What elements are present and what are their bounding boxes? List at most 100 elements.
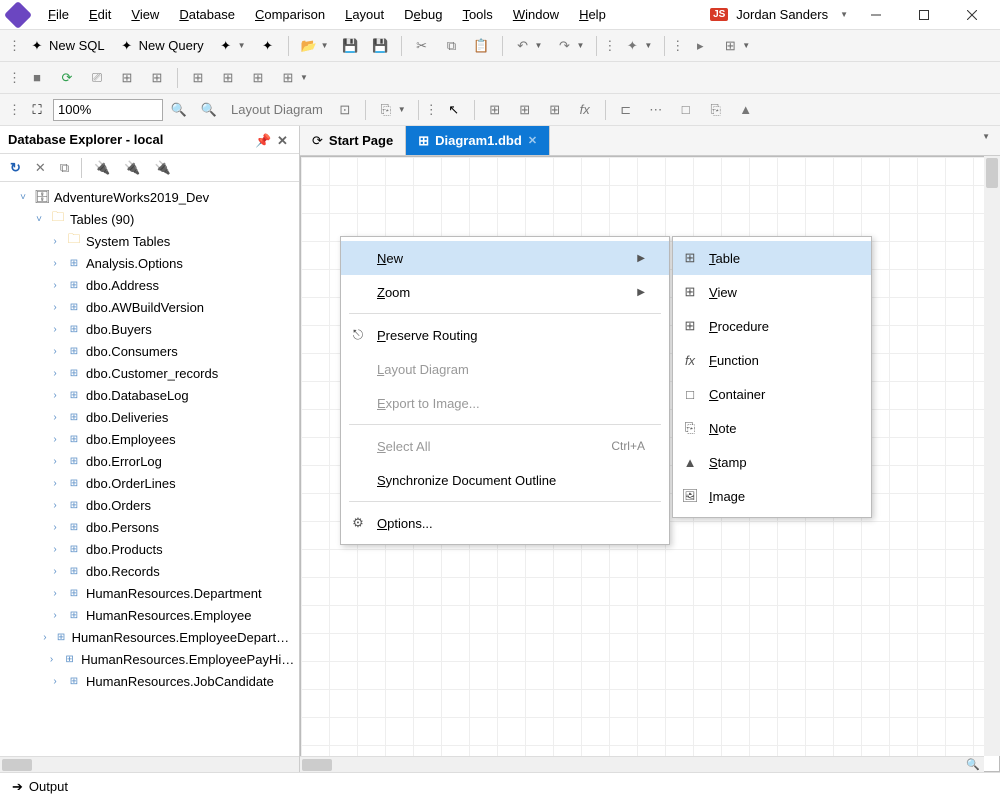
tree-node-14[interactable]: ›⊞dbo.Products bbox=[0, 538, 299, 560]
expand-icon[interactable]: › bbox=[48, 478, 62, 489]
conn-remove-button[interactable]: 🔌 bbox=[148, 156, 176, 180]
tb-tool-c-button[interactable]: ⊞▼ bbox=[716, 34, 756, 58]
tree-node-1[interactable]: ›⊞Analysis.Options bbox=[0, 252, 299, 274]
ctx-new-image[interactable]: 🖼Image bbox=[673, 479, 871, 513]
menu-comparison[interactable]: Comparison bbox=[247, 3, 333, 26]
new-view-button[interactable]: ⊞ bbox=[511, 98, 539, 122]
zoom-in-button[interactable]: 🔍 bbox=[165, 98, 193, 122]
pin-icon[interactable]: 📌 bbox=[255, 133, 269, 147]
layout-diagram-button[interactable]: Layout Diagram bbox=[225, 98, 329, 121]
tb-copy-button[interactable]: ⧉ bbox=[438, 34, 466, 58]
expand-icon[interactable]: › bbox=[48, 412, 62, 423]
expand-icon[interactable]: › bbox=[48, 500, 62, 511]
ctx-new-procedure[interactable]: ⊞Procedure bbox=[673, 309, 871, 343]
ctx-new-stamp[interactable]: ▲Stamp bbox=[673, 445, 871, 479]
tb2-btn7[interactable]: ⊞▼ bbox=[274, 66, 314, 90]
close-button[interactable] bbox=[952, 1, 992, 29]
tb2-stop-button[interactable]: ■ bbox=[23, 66, 51, 90]
tree-node-0[interactable]: ›🗀System Tables bbox=[0, 230, 299, 252]
tree-node-13[interactable]: ›⊞dbo.Persons bbox=[0, 516, 299, 538]
close-panel-icon[interactable]: ✕ bbox=[277, 133, 291, 147]
expand-icon[interactable]: › bbox=[48, 456, 62, 467]
tree-node-5[interactable]: ›⊞dbo.Consumers bbox=[0, 340, 299, 362]
expand-icon[interactable]: › bbox=[48, 544, 62, 555]
tb3-btn3[interactable]: ⊏ bbox=[612, 98, 640, 122]
ctx-synchronize-document-outline[interactable]: Synchronize Document Outline bbox=[341, 463, 669, 497]
panel-hscroll[interactable] bbox=[0, 756, 299, 772]
menu-edit[interactable]: Edit bbox=[81, 3, 119, 26]
tree-database[interactable]: ˅🗄AdventureWorks2019_Dev bbox=[0, 186, 299, 208]
tb2-btn5[interactable]: ⊞ bbox=[214, 66, 242, 90]
expand-icon[interactable]: › bbox=[48, 676, 62, 687]
expand-icon[interactable]: ˅ bbox=[32, 214, 46, 225]
tb-undo-button[interactable]: ↶▼ bbox=[509, 34, 549, 58]
container-button[interactable]: □ bbox=[672, 98, 700, 122]
zoom-out-button[interactable]: 🔍 bbox=[195, 98, 223, 122]
expand-icon[interactable]: ˅ bbox=[16, 192, 30, 203]
tree-node-7[interactable]: ›⊞dbo.DatabaseLog bbox=[0, 384, 299, 406]
tree-node-17[interactable]: ›⊞HumanResources.Employee bbox=[0, 604, 299, 626]
tb2-btn4[interactable]: ⊞ bbox=[184, 66, 212, 90]
zoom-input[interactable] bbox=[53, 99, 163, 121]
ctx-zoom[interactable]: Zoom▶ bbox=[341, 275, 669, 309]
tree-node-2[interactable]: ›⊞dbo.Address bbox=[0, 274, 299, 296]
menu-view[interactable]: View bbox=[123, 3, 167, 26]
expand-icon[interactable]: › bbox=[48, 588, 62, 599]
tree-node-18[interactable]: ›⊞HumanResources.EmployeeDepartmentHisto… bbox=[0, 626, 299, 648]
tree-node-11[interactable]: ›⊞dbo.OrderLines bbox=[0, 472, 299, 494]
tb2-btn3[interactable]: ⊞ bbox=[143, 66, 171, 90]
menu-database[interactable]: Database bbox=[171, 3, 243, 26]
collapse-button[interactable]: ⧉ bbox=[54, 156, 75, 180]
new-proc-button[interactable]: ⊞ bbox=[541, 98, 569, 122]
user-dropdown-icon[interactable]: ▼ bbox=[840, 10, 848, 19]
tree-node-19[interactable]: ›⊞HumanResources.EmployeePayHistory bbox=[0, 648, 299, 670]
new-conn-button[interactable]: 🔌 bbox=[88, 156, 116, 180]
tb-save-button[interactable]: 💾 bbox=[337, 34, 365, 58]
menu-help[interactable]: Help bbox=[571, 3, 614, 26]
tree-node-6[interactable]: ›⊞dbo.Customer_records bbox=[0, 362, 299, 384]
expand-icon[interactable]: › bbox=[48, 236, 62, 247]
tb2-snap2-button[interactable]: ⊞ bbox=[113, 66, 141, 90]
tb3-btn2[interactable]: ⎘▼ bbox=[372, 98, 412, 122]
tree-tables-folder[interactable]: ˅🗀Tables (90) bbox=[0, 208, 299, 230]
menu-debug[interactable]: Debug bbox=[396, 3, 450, 26]
expand-icon[interactable]: › bbox=[48, 346, 62, 357]
fit-button[interactable]: ⛶ bbox=[23, 98, 51, 122]
tb2-btn6[interactable]: ⊞ bbox=[244, 66, 272, 90]
tab-start-page[interactable]: ⟳ Start Page bbox=[300, 126, 406, 155]
tree-node-15[interactable]: ›⊞dbo.Records bbox=[0, 560, 299, 582]
tab-diagram[interactable]: ⊞ Diagram1.dbd ✕ bbox=[406, 126, 550, 155]
minimize-button[interactable] bbox=[856, 1, 896, 29]
refresh-tree-button[interactable]: ↻ bbox=[4, 156, 27, 180]
pointer-button[interactable]: ↖ bbox=[440, 98, 468, 122]
ctx-new[interactable]: New▶ bbox=[341, 241, 669, 275]
tb-cut-button[interactable]: ✂ bbox=[408, 34, 436, 58]
tb-new-item-button[interactable]: ✦ bbox=[254, 34, 282, 58]
delete-conn-button[interactable]: ✕ bbox=[29, 156, 52, 180]
canvas-hscroll[interactable]: 🔍 bbox=[300, 756, 984, 772]
canvas-vscroll[interactable] bbox=[984, 156, 1000, 756]
expand-icon[interactable]: › bbox=[48, 280, 62, 291]
tb-saveall-button[interactable]: 💾 bbox=[367, 34, 395, 58]
expand-icon[interactable]: › bbox=[48, 522, 62, 533]
expand-icon[interactable]: › bbox=[39, 632, 50, 643]
tb2-snap1-button[interactable]: ⎚ bbox=[83, 66, 111, 90]
tree[interactable]: ˅🗄AdventureWorks2019_Dev˅🗀Tables (90)›🗀S… bbox=[0, 182, 299, 756]
tree-node-8[interactable]: ›⊞dbo.Deliveries bbox=[0, 406, 299, 428]
tb-new-doc-button[interactable]: ✦▼ bbox=[212, 34, 252, 58]
menu-file[interactable]: File bbox=[40, 3, 77, 26]
ctx-new-table[interactable]: ⊞Table bbox=[673, 241, 871, 275]
output-label[interactable]: Output bbox=[29, 779, 68, 794]
expand-icon[interactable]: › bbox=[48, 434, 62, 445]
menu-tools[interactable]: Tools bbox=[454, 3, 500, 26]
tree-node-9[interactable]: ›⊞dbo.Employees bbox=[0, 428, 299, 450]
tb-redo-button[interactable]: ↷▼ bbox=[550, 34, 590, 58]
tree-node-20[interactable]: ›⊞HumanResources.JobCandidate bbox=[0, 670, 299, 692]
tb-open-button[interactable]: 📂▼ bbox=[295, 34, 335, 58]
maximize-button[interactable] bbox=[904, 1, 944, 29]
tree-node-16[interactable]: ›⊞HumanResources.Department bbox=[0, 582, 299, 604]
tree-node-10[interactable]: ›⊞dbo.ErrorLog bbox=[0, 450, 299, 472]
menu-layout[interactable]: Layout bbox=[337, 3, 392, 26]
new-fx-button[interactable]: fx bbox=[571, 98, 599, 122]
conn-button[interactable]: 🔌 bbox=[118, 156, 146, 180]
